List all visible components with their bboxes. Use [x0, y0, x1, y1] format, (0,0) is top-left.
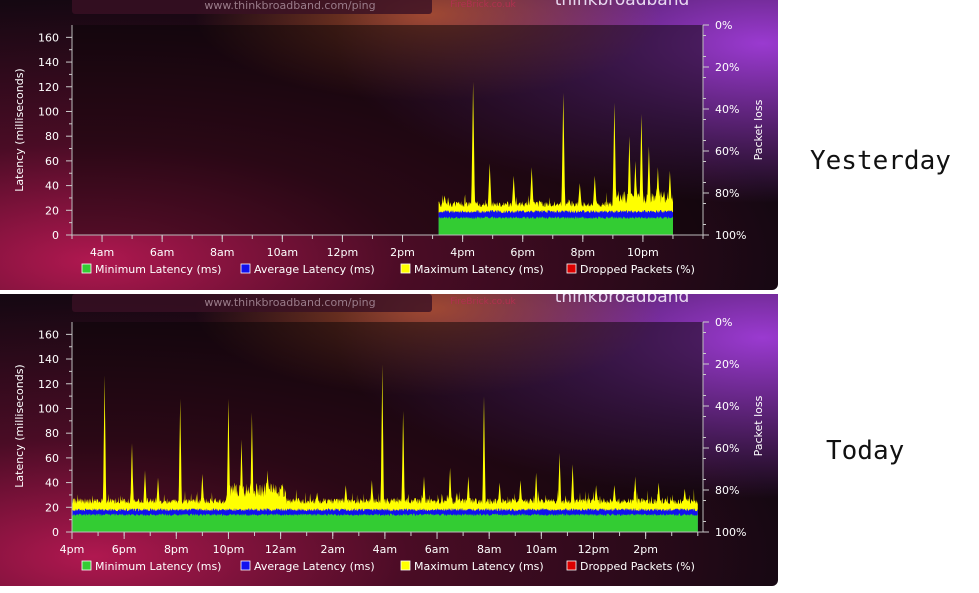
legend-label: Dropped Packets (%) — [580, 560, 695, 573]
yesterday-chart-svg: www.thinkbroadband.com/ping FireBrick.co… — [0, 0, 778, 290]
x-tick-label: 8pm — [570, 246, 595, 259]
legend-swatch — [400, 560, 411, 571]
y-tick-label: 40 — [45, 477, 59, 490]
y-axis-label: Latency (milliseconds) — [13, 68, 26, 191]
y-tick-label: 60 — [45, 155, 59, 168]
y2-axis-label: Packet loss — [752, 395, 765, 456]
y-tick-label: 140 — [38, 56, 59, 69]
y-tick-label: 120 — [38, 378, 59, 391]
y-tick-label: 160 — [38, 328, 59, 341]
today-latency-chart: www.thinkbroadband.com/ping FireBrick.co… — [0, 294, 778, 586]
x-tick-label: 2pm — [633, 543, 658, 556]
y-tick-label: 80 — [45, 427, 59, 440]
x-tick-label: 6am — [425, 543, 449, 556]
x-tick-label: 8am — [210, 246, 234, 259]
x-tick-label: 6pm — [510, 246, 535, 259]
legend-swatch — [566, 263, 577, 274]
y2-axis-label: Packet loss — [752, 99, 765, 160]
x-tick-label: 2pm — [390, 246, 415, 259]
y2-tick-label: 40% — [715, 103, 739, 116]
legend-swatch — [566, 560, 577, 571]
y2-tick-label: 60% — [715, 145, 739, 158]
x-tick-label: 12am — [265, 543, 296, 556]
x-tick-label: 2am — [321, 543, 345, 556]
today-chart-svg: www.thinkbroadband.com/ping FireBrick.co… — [0, 294, 778, 586]
y2-tick-label: 60% — [715, 442, 739, 455]
x-tick-label: 10am — [526, 543, 557, 556]
x-tick-label: 4am — [90, 246, 114, 259]
legend-label: Average Latency (ms) — [254, 263, 375, 276]
logo-text: thinkbroadband — [555, 0, 690, 10]
watermark-text: www.thinkbroadband.com/ping — [204, 296, 375, 309]
y2-tick-label: 100% — [715, 526, 746, 539]
sponsor-text: FireBrick.co.uk — [450, 0, 516, 10]
max-latency-series — [72, 364, 698, 532]
chart-legend: Minimum Latency (ms) Average Latency (ms)… — [81, 560, 695, 573]
x-tick-label: 12pm — [327, 246, 359, 259]
legend-label: Maximum Latency (ms) — [414, 263, 544, 276]
y-tick-label: 100 — [38, 402, 59, 415]
plot-area — [72, 25, 703, 235]
yesterday-latency-chart: www.thinkbroadband.com/ping FireBrick.co… — [0, 0, 778, 290]
y-tick-label: 100 — [38, 105, 59, 118]
y2-tick-label: 0% — [715, 316, 732, 329]
legend-label: Average Latency (ms) — [254, 560, 375, 573]
y-tick-label: 160 — [38, 31, 59, 44]
y2-tick-label: 80% — [715, 187, 739, 200]
y-tick-label: 20 — [45, 204, 59, 217]
plot-area — [72, 322, 703, 532]
y2-tick-label: 20% — [715, 358, 739, 371]
x-tick-label: 8pm — [164, 543, 189, 556]
y-tick-label: 20 — [45, 501, 59, 514]
y2-tick-label: 100% — [715, 229, 746, 242]
x-tick-label: 4pm — [60, 543, 85, 556]
y-tick-label: 60 — [45, 452, 59, 465]
y-tick-label: 40 — [45, 180, 59, 193]
legend-swatch — [240, 560, 251, 571]
legend-swatch — [81, 560, 92, 571]
legend-label: Maximum Latency (ms) — [414, 560, 544, 573]
x-tick-label: 8am — [477, 543, 501, 556]
y-tick-label: 0 — [52, 526, 59, 539]
today-side-label: Today — [826, 436, 905, 466]
x-tick-label: 4pm — [450, 246, 475, 259]
x-tick-label: 10am — [267, 246, 298, 259]
min-latency-series — [72, 513, 698, 532]
x-tick-label: 10pm — [213, 543, 245, 556]
yesterday-side-label: Yesterday — [810, 146, 951, 176]
watermark-text: www.thinkbroadband.com/ping — [204, 0, 375, 12]
legend-swatch — [240, 263, 251, 274]
x-tick-label: 6pm — [112, 543, 137, 556]
x-tick-label: 12pm — [578, 543, 610, 556]
x-tick-label: 10pm — [627, 246, 659, 259]
min-latency-series — [438, 216, 673, 235]
y-tick-label: 0 — [52, 229, 59, 242]
y2-tick-label: 40% — [715, 400, 739, 413]
chart-legend: Minimum Latency (ms) Average Latency (ms)… — [81, 263, 695, 276]
max-latency-series — [438, 81, 673, 235]
y2-tick-label: 20% — [715, 61, 739, 74]
legend-swatch — [81, 263, 92, 274]
legend-label: Minimum Latency (ms) — [95, 263, 221, 276]
legend-swatch — [400, 263, 411, 274]
legend-label: Dropped Packets (%) — [580, 263, 695, 276]
y2-tick-label: 80% — [715, 484, 739, 497]
logo-text: thinkbroadband — [555, 294, 690, 307]
sponsor-text: FireBrick.co.uk — [450, 297, 516, 307]
legend-label: Minimum Latency (ms) — [95, 560, 221, 573]
x-tick-label: 4am — [373, 543, 397, 556]
y-tick-label: 120 — [38, 81, 59, 94]
y-axis-label: Latency (milliseconds) — [13, 364, 26, 487]
x-tick-label: 6am — [150, 246, 174, 259]
y-tick-label: 80 — [45, 130, 59, 143]
y2-tick-label: 0% — [715, 19, 732, 32]
y-tick-label: 140 — [38, 353, 59, 366]
